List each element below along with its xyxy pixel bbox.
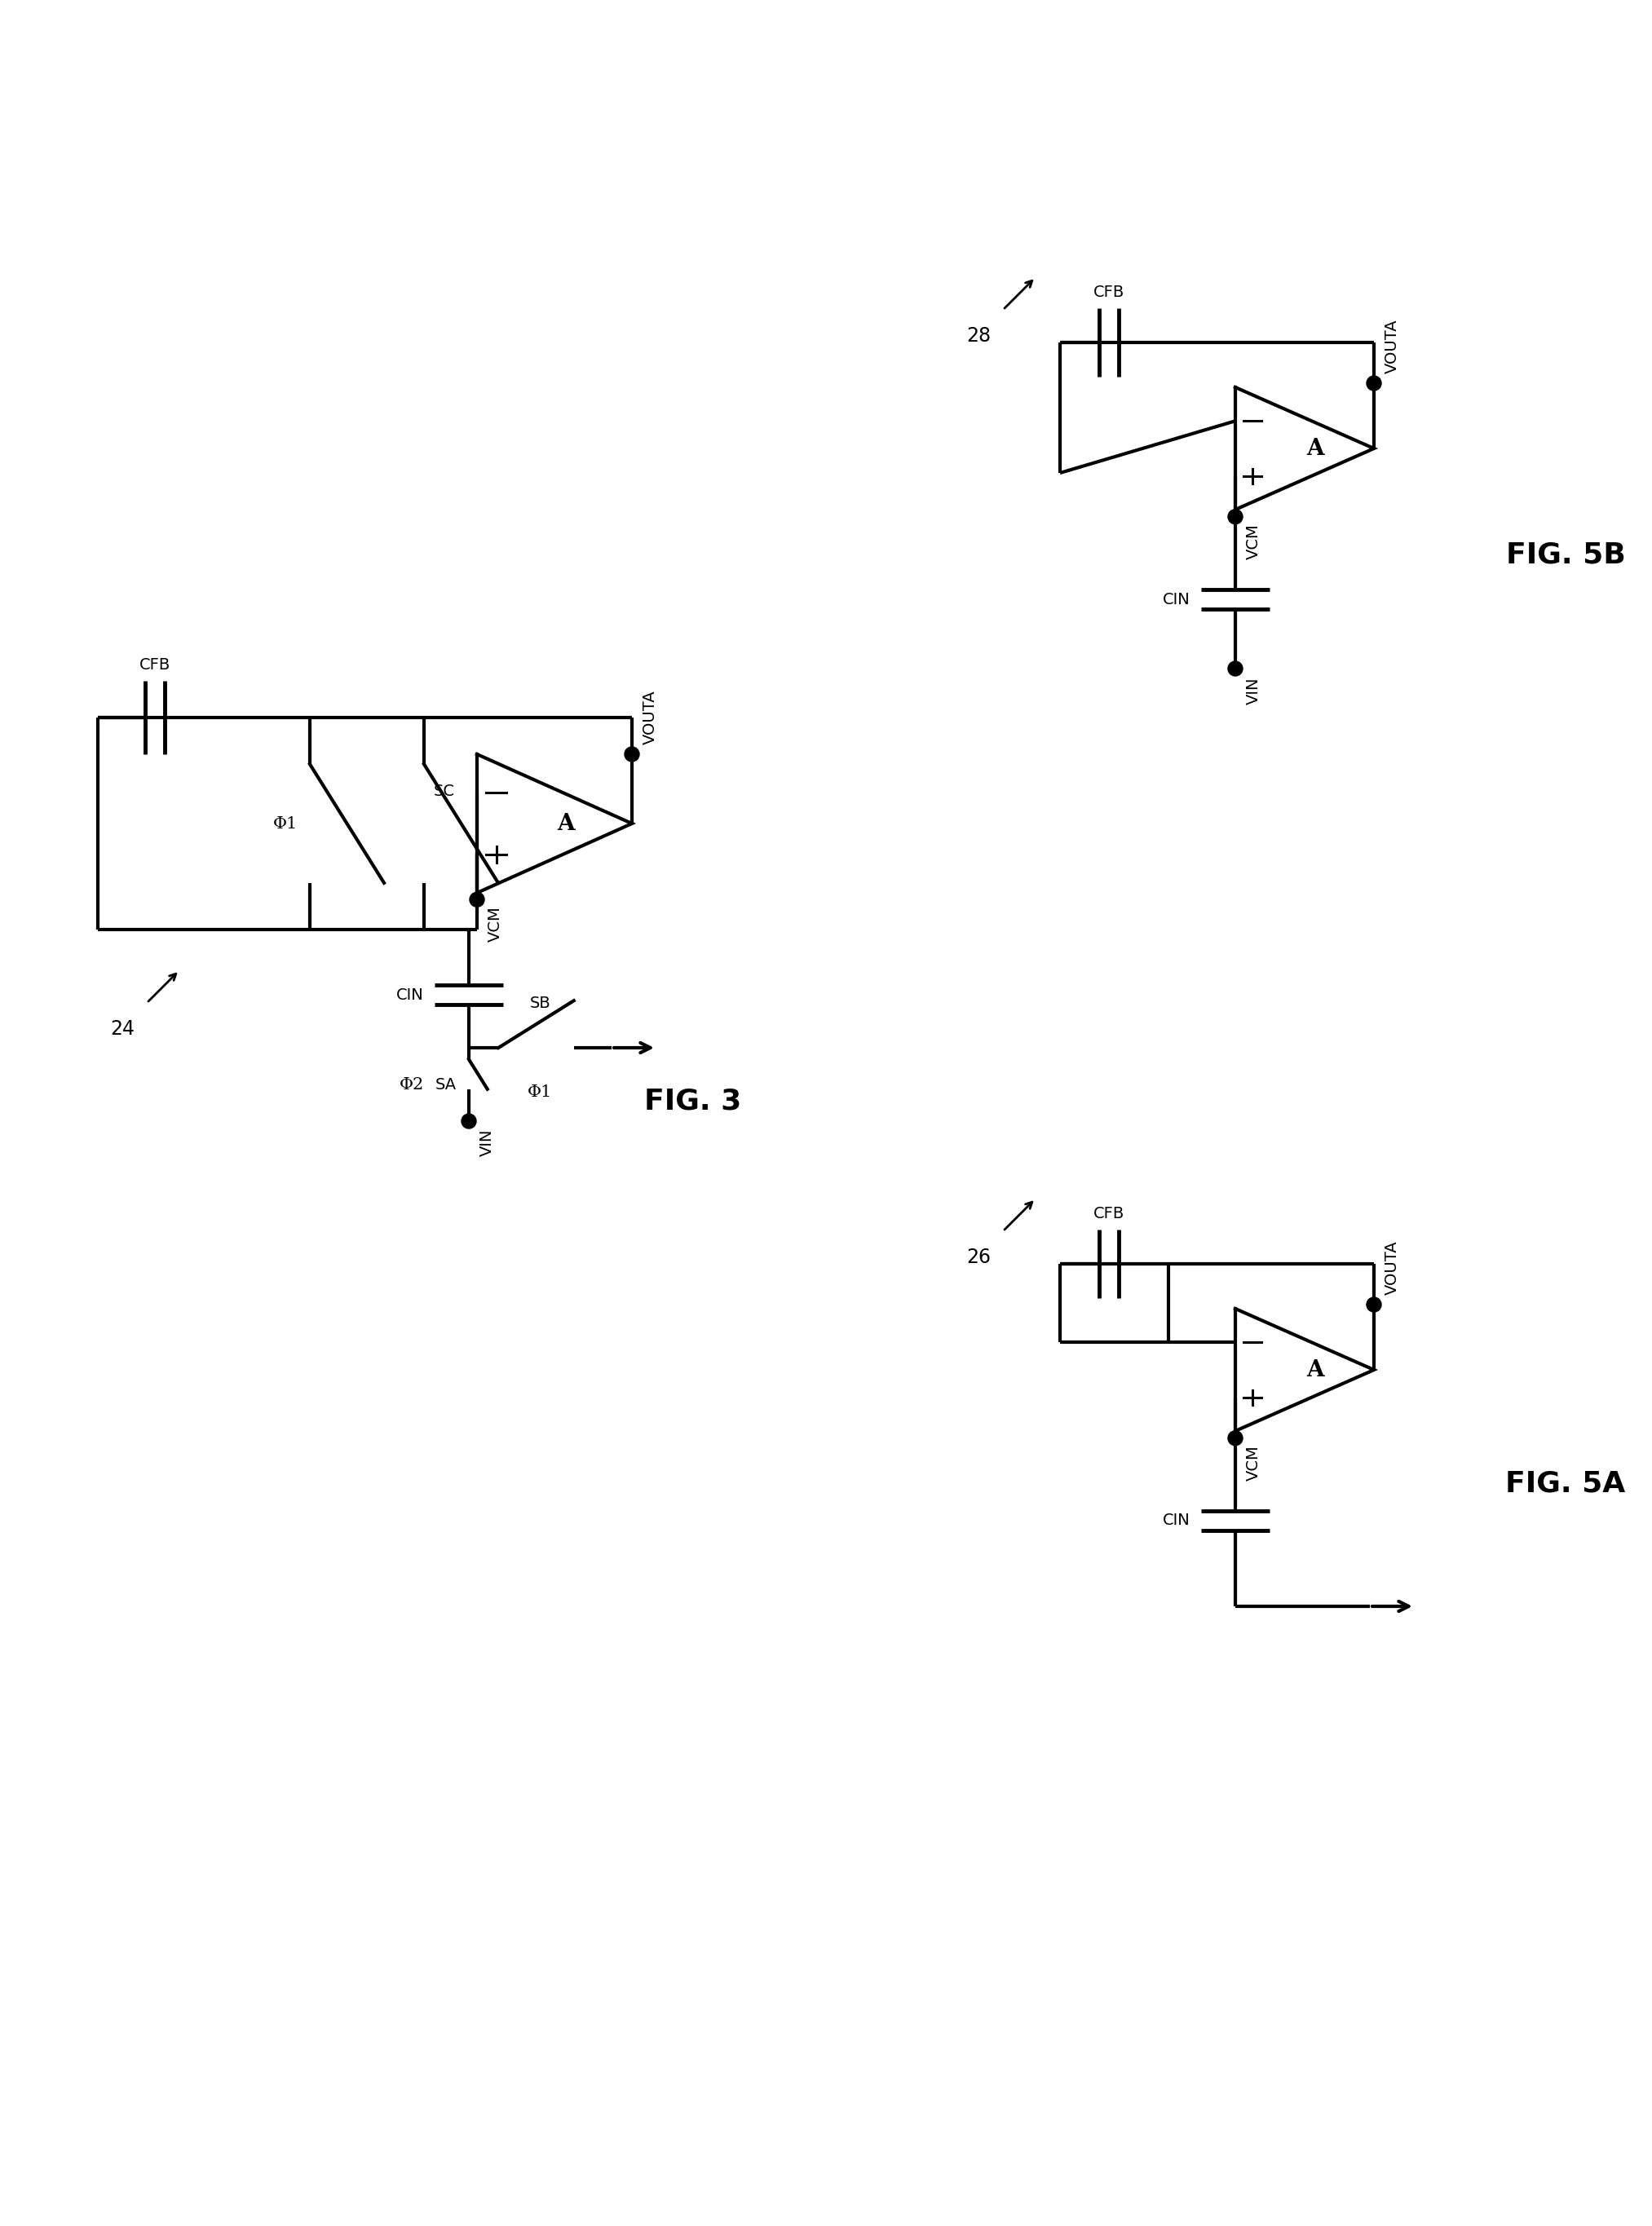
Text: CIN: CIN [1163,1514,1191,1529]
Text: SB: SB [530,995,550,1011]
Text: SC: SC [434,784,454,799]
Text: Φ2: Φ2 [400,1077,425,1093]
Text: CFB: CFB [139,657,170,672]
Circle shape [1366,1298,1381,1311]
Circle shape [1227,661,1242,677]
Text: FIG. 3: FIG. 3 [644,1086,742,1115]
Text: CIN: CIN [396,986,425,1002]
Text: VCM: VCM [1246,1445,1262,1480]
Text: Φ1: Φ1 [529,1084,552,1100]
Text: A: A [1307,439,1323,459]
Text: FIG. 5A: FIG. 5A [1505,1469,1626,1498]
Circle shape [1227,1431,1242,1445]
Circle shape [624,748,639,761]
Text: VIN: VIN [479,1129,496,1158]
Text: 24: 24 [111,1020,134,1040]
Circle shape [469,893,484,906]
Text: VOUTA: VOUTA [1384,1240,1399,1296]
Text: A: A [1307,1358,1323,1380]
Text: CFB: CFB [1094,285,1125,301]
Circle shape [1227,510,1242,523]
Text: 26: 26 [966,1247,991,1267]
Text: A: A [557,812,575,835]
Text: CIN: CIN [1163,592,1191,608]
Text: VOUTA: VOUTA [1384,318,1399,374]
Text: VCM: VCM [1246,523,1262,559]
Text: 28: 28 [966,327,991,345]
Text: Φ1: Φ1 [273,815,297,830]
Text: VIN: VIN [1246,677,1262,703]
Text: SA: SA [436,1077,456,1093]
Circle shape [1366,376,1381,390]
Text: CFB: CFB [1094,1206,1125,1222]
Text: FIG. 5B: FIG. 5B [1505,541,1626,568]
Text: VCM: VCM [487,906,504,942]
Circle shape [461,1113,476,1129]
Text: VOUTA: VOUTA [643,690,657,743]
